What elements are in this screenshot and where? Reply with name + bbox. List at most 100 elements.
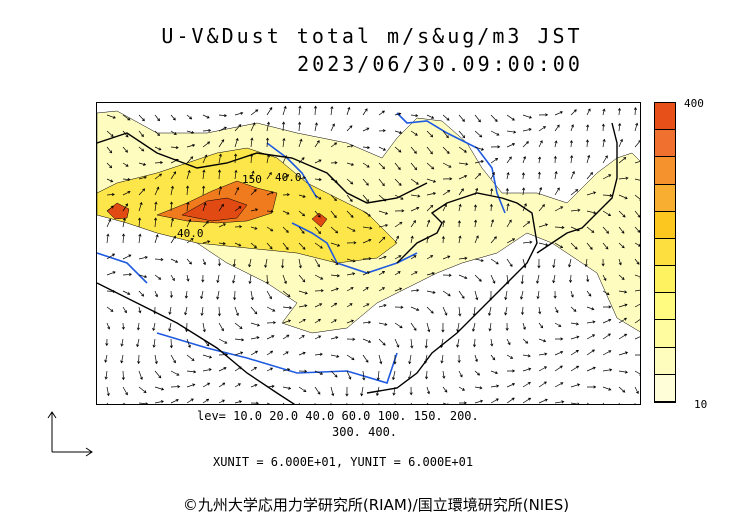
wind-arrow: [570, 189, 579, 196]
wind-arrow: [570, 335, 580, 340]
wind-arrow: [282, 306, 293, 310]
wind-arrow: [634, 402, 636, 404]
wind-arrow: [410, 130, 418, 136]
wind-arrow: [506, 258, 513, 267]
wind-arrow: [282, 226, 289, 233]
wind-arrow: [554, 365, 563, 372]
colorbar-band: [655, 211, 675, 239]
wind-arrow: [538, 338, 547, 343]
wind-arrow: [442, 370, 446, 379]
wind-arrow: [426, 162, 435, 170]
wind-arrow: [202, 338, 210, 347]
wind-arrow: [410, 235, 414, 244]
wind-arrow: [362, 108, 368, 116]
wind-arrow: [266, 402, 274, 404]
wind-arrow: [154, 290, 159, 298]
wind-arrow: [298, 258, 302, 269]
wind-arrow: [410, 206, 420, 212]
wind-arrow: [426, 386, 431, 395]
wind-arrow: [378, 110, 385, 116]
wind-arrow: [506, 203, 510, 212]
wind-arrow: [538, 223, 549, 228]
wind-arrow: [394, 305, 404, 309]
wind-arrow: [234, 206, 242, 212]
wind-arrow: [426, 322, 431, 333]
wind-arrow: [282, 174, 290, 180]
wind-arrow: [538, 306, 542, 315]
wind-arrow: [472, 338, 477, 348]
wind-arrow: [570, 365, 580, 372]
vector-units: XUNIT = 6.000E+01, YUNIT = 6.000E+01: [213, 455, 474, 469]
wind-arrow: [586, 366, 596, 372]
wind-arrow: [538, 156, 542, 164]
wind-arrow: [618, 333, 628, 340]
wind-arrow: [362, 354, 369, 363]
wind-arrow: [282, 137, 286, 148]
wind-arrow: [346, 402, 348, 404]
wind-arrow: [393, 354, 397, 365]
wind-arrow: [426, 114, 435, 119]
wind-arrow: [634, 161, 640, 164]
wind-arrow: [218, 223, 227, 228]
wind-arrow: [362, 271, 371, 276]
wind-arrow: [408, 370, 412, 380]
wind-arrow: [490, 188, 494, 196]
wind-arrow: [585, 139, 589, 148]
wind-arrow: [218, 153, 222, 164]
wind-arrow: [330, 274, 340, 278]
wind-arrow: [346, 258, 356, 263]
wind-arrow: [618, 176, 629, 180]
wind-arrow: [186, 370, 197, 374]
wind-arrow: [298, 274, 306, 283]
wind-arrow: [314, 226, 321, 235]
wind-arrow: [186, 354, 195, 362]
wind-arrow: [489, 203, 493, 212]
wind-arrow: [330, 178, 338, 183]
wind-arrow: [216, 290, 220, 300]
colorbar-band: [655, 320, 675, 348]
wind-arrow: [522, 203, 527, 212]
wind-arrow: [586, 242, 593, 250]
colorbar-band: [655, 238, 675, 267]
wind-arrow: [474, 274, 482, 282]
colorbar-band: [655, 103, 675, 131]
wind-arrow: [442, 189, 451, 196]
wind-arrow: [634, 303, 640, 308]
wind-arrow: [298, 157, 305, 164]
wind-arrow: [442, 114, 450, 121]
wind-arrow: [282, 290, 291, 298]
wind-arrow: [170, 114, 176, 121]
wind-arrow: [520, 274, 524, 285]
wind-arrow: [154, 234, 159, 244]
wind-arrow: [423, 354, 428, 364]
wind-arrow: [618, 370, 628, 374]
wind-arrow: [538, 352, 548, 356]
wind-arrow: [186, 338, 191, 349]
wind-arrow: [282, 155, 288, 164]
colorbar-band: [655, 374, 675, 402]
colorbar-band: [655, 293, 675, 321]
wind-arrow: [458, 370, 463, 378]
wind-arrow: [474, 354, 478, 363]
wind-arrow: [186, 398, 194, 404]
wind-arrow: [554, 206, 564, 212]
wind-arrow: [184, 306, 188, 316]
wind-arrow: [378, 210, 389, 215]
wind-arrow: [522, 221, 531, 228]
wind-arrow: [410, 338, 414, 349]
wind-arrow: [234, 137, 239, 148]
wind-arrow: [474, 399, 484, 404]
wind-arrow: [185, 322, 189, 333]
wind-arrow: [330, 354, 340, 358]
wind-arrow: [568, 258, 572, 268]
wind-arrow: [250, 383, 258, 388]
wind-arrow: [410, 402, 412, 404]
wind-arrow: [602, 402, 605, 404]
wind-arrow: [618, 138, 623, 148]
wind-arrow: [298, 335, 305, 340]
wind-arrow: [458, 401, 467, 404]
wind-arrow: [234, 169, 238, 180]
dust-region-peak: [181, 197, 248, 222]
wind-arrow: [121, 370, 125, 381]
wind-arrow: [489, 290, 493, 301]
